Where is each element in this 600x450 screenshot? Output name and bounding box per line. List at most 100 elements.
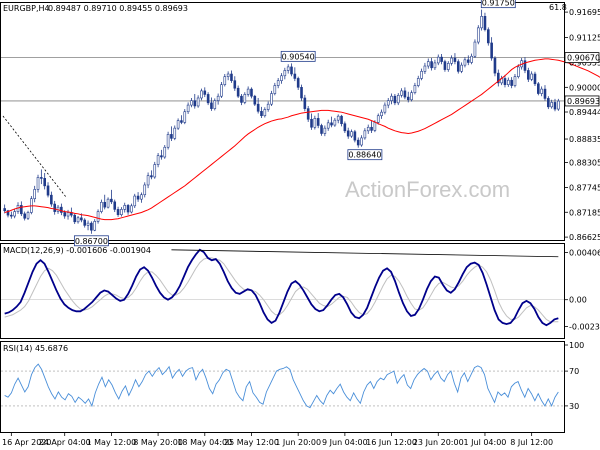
candle-body: [160, 155, 163, 158]
candle-body: [150, 175, 153, 178]
time-tick-label: 8 Jul 12:00: [510, 438, 553, 447]
candle-body: [130, 205, 133, 213]
candle-body: [146, 175, 150, 186]
time-tick-label: 1 Jul 04:00: [464, 438, 507, 447]
candle-body: [426, 61, 430, 67]
candle-body: [216, 95, 220, 101]
candle-body: [370, 126, 373, 131]
candle-body: [276, 80, 280, 86]
time-tick-label: 18 May 04:00: [177, 438, 232, 447]
annotation-label: 0.86700: [75, 237, 108, 246]
candle-body: [36, 177, 40, 190]
candle-body: [156, 155, 160, 165]
candle-body: [386, 100, 390, 106]
candle-body: [313, 118, 317, 128]
candle-body: [226, 73, 230, 77]
candle-body: [353, 131, 357, 141]
candle-body: [483, 16, 487, 30]
candle-body: [466, 59, 470, 63]
candle-body: [490, 42, 493, 59]
candle-body: [63, 212, 67, 217]
candle-body: [26, 212, 30, 219]
time-tick-label: 9 Jun 04:00: [322, 438, 368, 447]
candle-body: [80, 217, 83, 221]
candle-body: [213, 100, 217, 109]
candle-body: [53, 203, 56, 212]
candle-body: [220, 84, 223, 97]
candle-body: [383, 104, 387, 113]
candle-body: [176, 120, 180, 129]
candle-body: [363, 130, 367, 139]
watermark: ActionForex.com: [345, 177, 510, 202]
candle-body: [240, 95, 243, 103]
candle-body: [496, 72, 500, 84]
candle-body: [286, 66, 290, 71]
moving-average-line: [4, 58, 600, 221]
time-tick-label: 8 May 20:00: [133, 438, 183, 447]
candle-body: [90, 222, 93, 231]
candle-body: [196, 97, 200, 107]
candle-body: [33, 189, 36, 200]
candle-body: [13, 211, 16, 217]
macd-tick-label: -0.0023: [569, 322, 600, 331]
macd-tick-label: 0.00: [569, 296, 587, 305]
candle-body: [180, 120, 183, 123]
candle-body: [393, 95, 397, 104]
candle-body: [547, 98, 550, 108]
candle-body: [446, 63, 450, 70]
candle-body: [43, 178, 46, 187]
candle-body: [20, 205, 23, 215]
price-tick-label: 0.87745: [569, 183, 600, 192]
candle-body: [530, 73, 533, 80]
candle-body: [463, 59, 467, 66]
candle-body: [310, 118, 313, 128]
candle-body: [360, 137, 363, 146]
candle-body: [250, 88, 253, 97]
candle-body: [263, 109, 267, 117]
candle-body: [436, 56, 440, 64]
candle-body: [246, 88, 250, 95]
price-pane: 0.91750 0.90540 0.88640 0.86700 0.91695 0.911…: [1, 0, 600, 247]
annotation-label: 0.90540: [282, 52, 315, 61]
candle-body: [166, 134, 170, 148]
candle-body: [450, 57, 453, 64]
candle-body: [266, 103, 270, 110]
candle-body: [100, 201, 103, 212]
candle-body: [230, 73, 233, 81]
candle-body: [143, 184, 147, 196]
candle-body: [203, 90, 207, 95]
candle-body: [3, 208, 6, 212]
candle-body: [423, 65, 427, 72]
candle-body: [553, 102, 557, 110]
candle-body: [537, 83, 540, 94]
candle-body: [300, 87, 303, 99]
candle-body: [96, 211, 100, 222]
candle-body: [507, 79, 510, 85]
candle-body: [126, 205, 130, 213]
candle-body: [170, 134, 173, 139]
candle-body: [400, 90, 403, 96]
candle-body: [253, 95, 257, 105]
rsi-title: RSI(14) 45.6876: [3, 344, 68, 353]
candle-body: [350, 131, 353, 137]
rsi-tick-label: 30: [569, 402, 579, 411]
candle-body: [6, 210, 10, 216]
price-tick-label: 0.91695: [569, 8, 600, 17]
candle-body: [503, 78, 507, 85]
candle-body: [83, 219, 87, 226]
candle-body: [510, 79, 513, 86]
time-tick-label: 24 Apr 04:00: [39, 438, 91, 447]
price-tick-label: 0.87185: [569, 208, 600, 217]
candle-body: [103, 201, 107, 208]
candle-body: [210, 102, 213, 109]
candle-body: [456, 61, 460, 72]
candle-body: [453, 57, 457, 62]
price-tick-label: 0.90555: [569, 59, 600, 68]
candle-body: [343, 123, 347, 132]
macd-pane: 0.004062 0.00 -0.0023: [1, 249, 600, 331]
candle-body: [183, 111, 187, 123]
candle-body: [540, 88, 543, 94]
level-price-label: 0.89693: [567, 97, 600, 106]
candle-body: [50, 194, 53, 205]
